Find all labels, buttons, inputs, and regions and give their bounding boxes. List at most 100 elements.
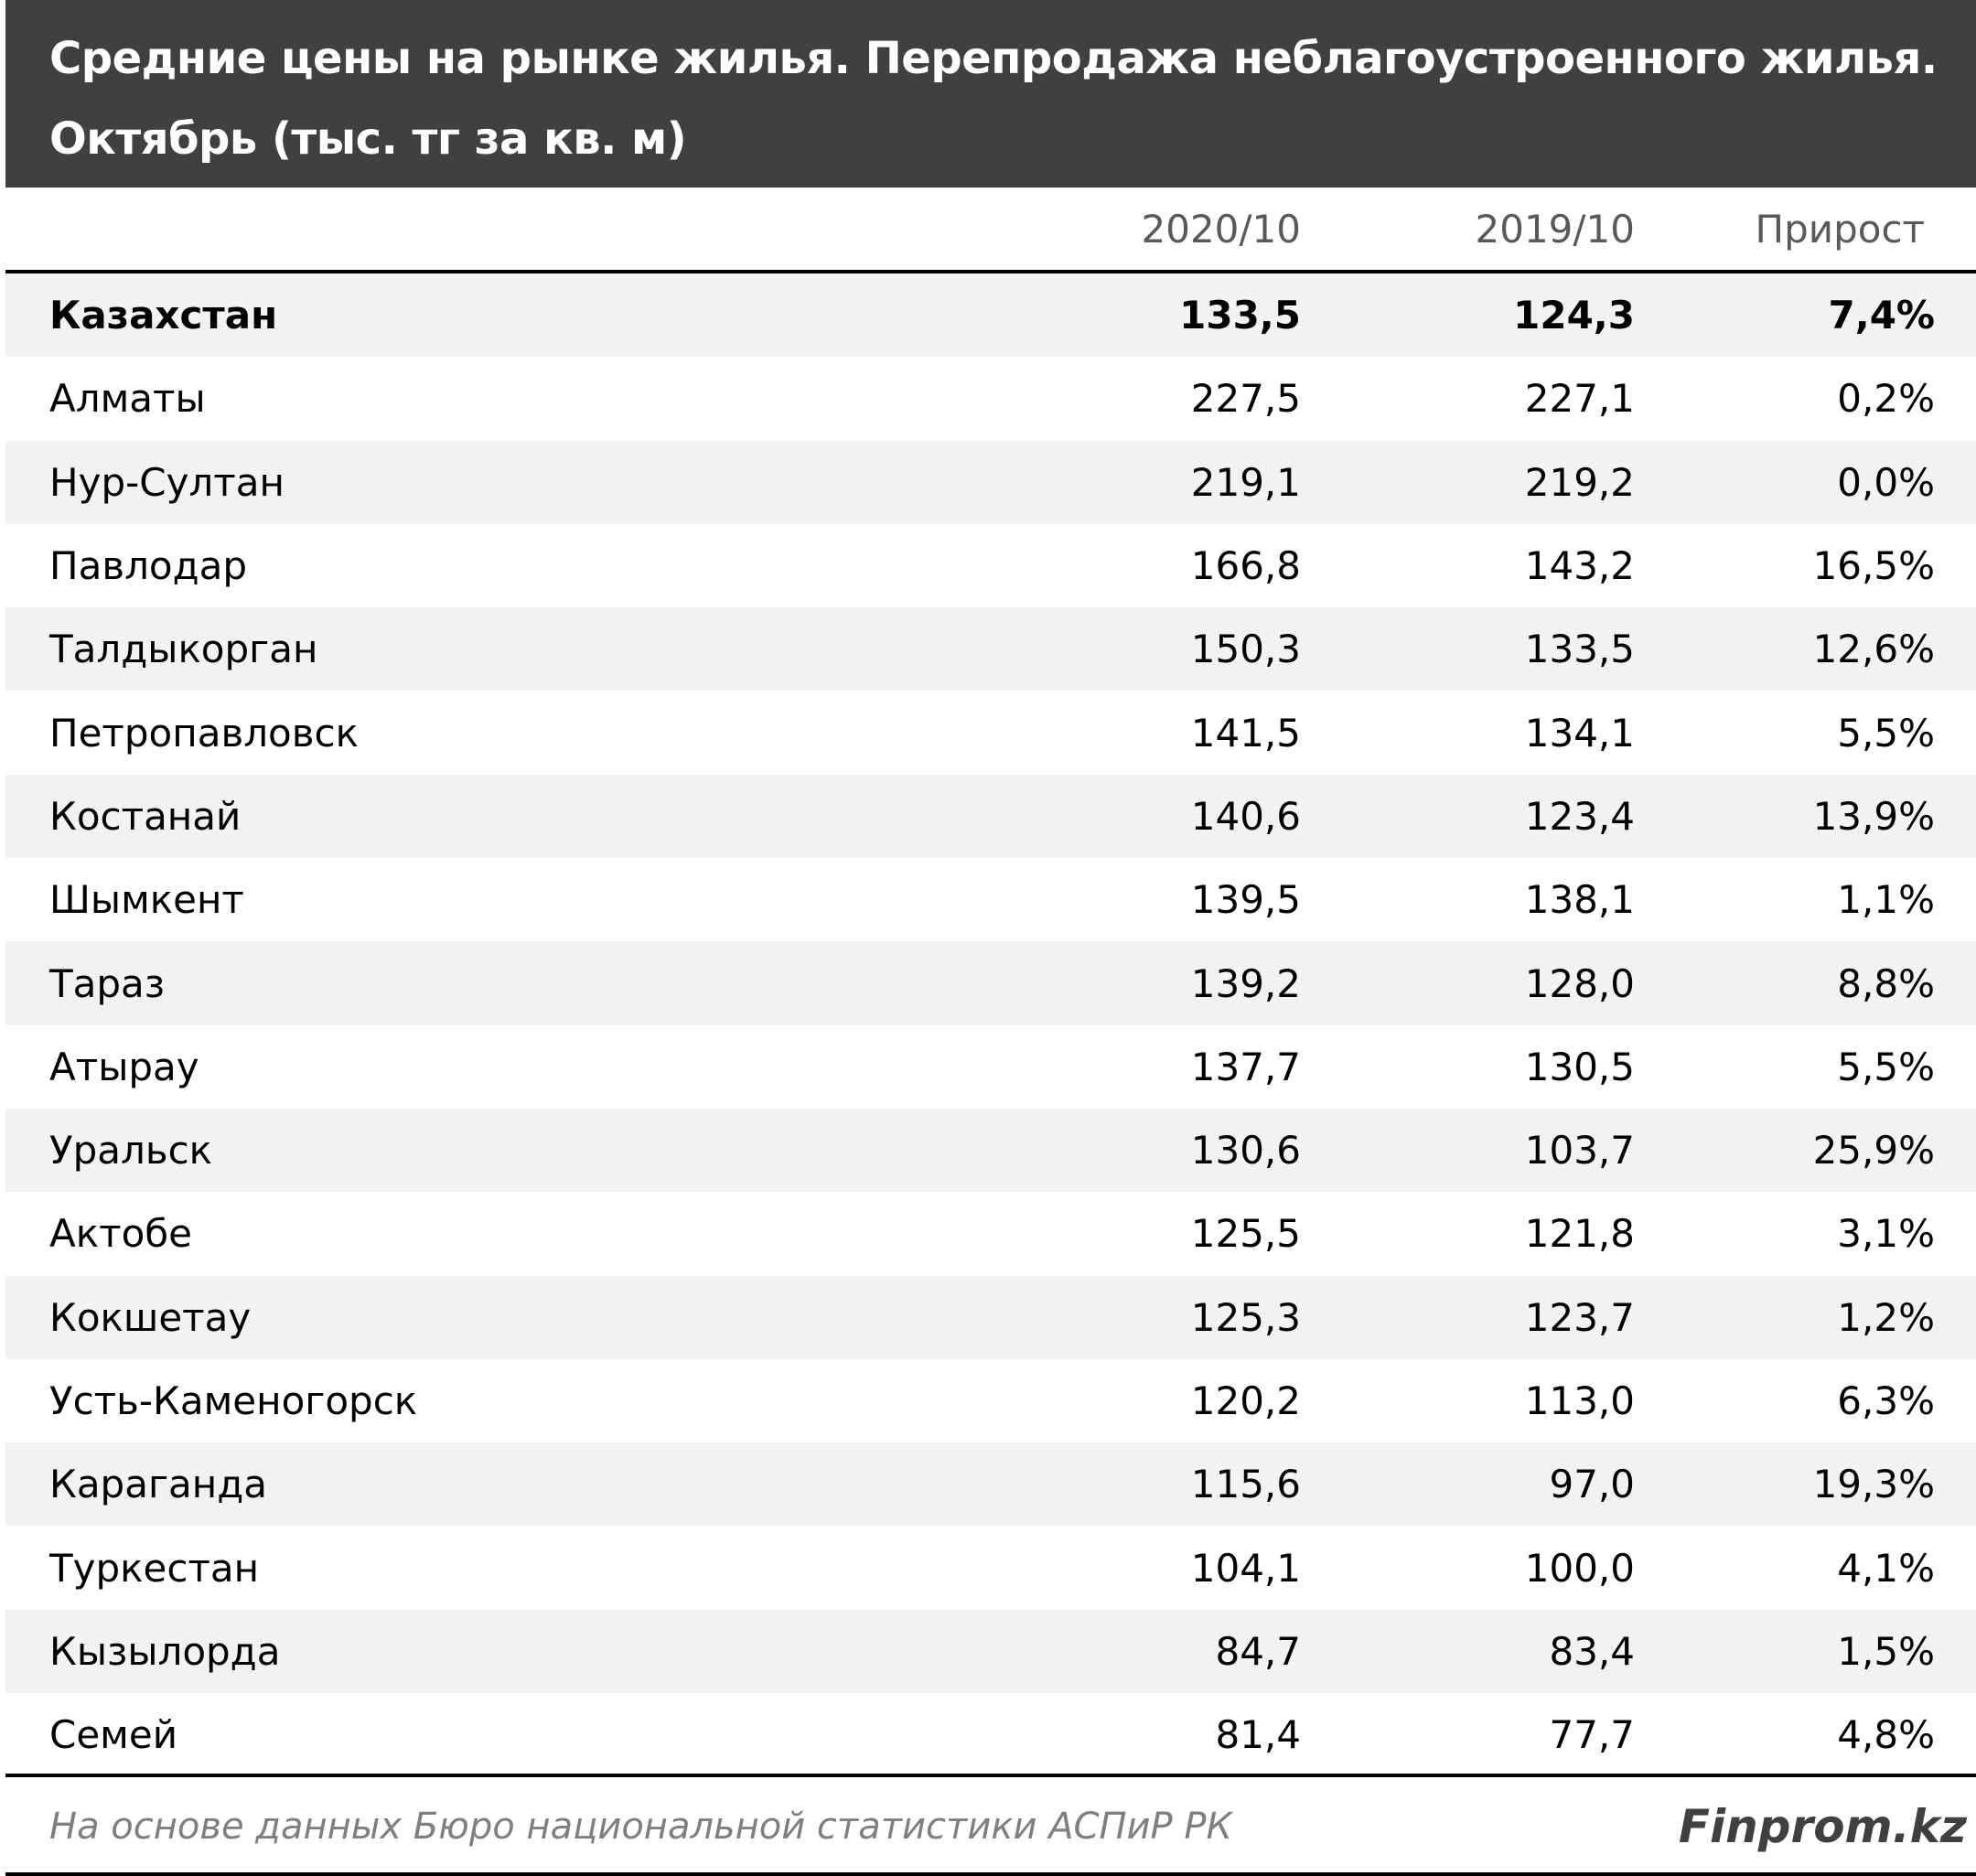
value-growth: 1,1% [1837,877,1935,923]
value-2019: 128,0 [1524,960,1635,1006]
value-growth: 1,5% [1837,1628,1935,1674]
value-2019: 113,0 [1524,1378,1635,1423]
table-row: Туркестан 104,1 100,0 4,1% [5,1526,1976,1609]
row-region: Казахстан [49,293,278,338]
table-header: 2020/10 2019/10 Прирост [5,188,1976,273]
table-row: Актобе 125,5 121,8 3,1% [5,1192,1976,1275]
value-2020: 84,7 [1215,1628,1301,1674]
header-growth: Прирост [1755,206,1925,252]
row-region: Кызылорда [49,1628,281,1674]
bottom-rule [5,1872,1976,1876]
value-2020: 141,5 [1190,710,1301,756]
value-growth: 13,9% [1812,793,1935,839]
source-note: На основе данных Бюро национальной стати… [49,1806,1232,1848]
header-2020: 2020/10 [1141,206,1301,252]
table-row: Атырау 137,7 130,5 5,5% [5,1025,1976,1109]
brand-logo: Finprom.kz [1678,1800,1967,1853]
value-2019: 219,2 [1524,459,1635,505]
value-2020: 219,1 [1190,459,1301,505]
chart-title: Средние цены на рынке жилья. Перепродажа… [49,33,1938,165]
value-growth: 12,6% [1812,627,1935,672]
value-2020: 139,5 [1190,877,1301,923]
row-region: Атырау [49,1044,199,1089]
value-2020: 150,3 [1190,627,1301,672]
value-growth: 4,1% [1837,1545,1935,1591]
value-growth: 25,9% [1812,1128,1935,1174]
value-growth: 5,5% [1837,1044,1935,1089]
footer: На основе данных Бюро национальной стати… [5,1774,1976,1876]
table-body: Казахстан 133,5 124,3 7,4% Алматы 227,5 227,1 0… [5,273,1976,1776]
row-region: Уральск [49,1128,213,1174]
table-row: Нур-Султан 219,1 219,2 0,0% [5,440,1976,524]
table-row: Талдыкорган 150,3 133,5 12,6% [5,607,1976,691]
value-2020: 166,8 [1190,543,1301,589]
row-region: Шымкент [49,877,244,923]
value-2019: 97,0 [1549,1462,1635,1507]
value-2020: 140,6 [1190,793,1301,839]
value-2020: 130,6 [1190,1128,1301,1174]
value-growth: 7,4% [1828,293,1935,338]
value-growth: 4,8% [1837,1712,1935,1758]
table-row: Усть-Каменогорск 120,2 113,0 6,3% [5,1359,1976,1442]
value-2019: 134,1 [1524,710,1635,756]
value-growth: 0,2% [1837,376,1935,422]
data-table: 2020/10 2019/10 Прирост Казахстан 133,5 12… [5,188,1976,1776]
table-row: Тараз 139,2 128,0 8,8% [5,941,1976,1025]
table-row: Кокшетау 125,3 123,7 1,2% [5,1275,1976,1359]
value-growth: 5,5% [1837,710,1935,756]
table-row: Шымкент 139,5 138,1 1,1% [5,858,1976,941]
value-2019: 121,8 [1524,1211,1635,1257]
table-row: Семей 81,4 77,7 4,8% [5,1693,1976,1776]
row-region: Петропавловск [49,710,359,756]
value-2020: 125,5 [1190,1211,1301,1257]
table-row: Казахстан 133,5 124,3 7,4% [5,273,1976,358]
value-growth: 6,3% [1837,1378,1935,1423]
value-2019: 138,1 [1524,877,1635,923]
value-2020: 139,2 [1190,960,1301,1006]
row-region: Нур-Султан [49,459,285,505]
value-growth: 0,0% [1837,459,1935,505]
value-2020: 120,2 [1190,1378,1301,1423]
table-row: Кызылорда 84,7 83,4 1,5% [5,1609,1976,1694]
value-2019: 124,3 [1513,293,1635,338]
value-2019: 77,7 [1549,1712,1635,1758]
value-2020: 125,3 [1190,1294,1301,1340]
value-2020: 104,1 [1190,1545,1301,1591]
title-bar: Средние цены на рынке жилья. Перепродажа… [5,0,1976,188]
value-2020: 115,6 [1190,1462,1301,1507]
row-region: Туркестан [49,1545,260,1591]
value-2020: 137,7 [1190,1044,1301,1089]
row-region: Актобе [49,1211,193,1257]
value-2020: 227,5 [1190,376,1301,422]
table-row: Караганда 115,6 97,0 19,3% [5,1442,1976,1527]
value-2019: 103,7 [1524,1128,1635,1174]
value-2019: 100,0 [1524,1545,1635,1591]
value-2019: 83,4 [1549,1628,1635,1674]
value-2019: 133,5 [1524,627,1635,672]
row-region: Усть-Каменогорск [49,1378,418,1423]
row-region: Тараз [49,960,166,1006]
row-region: Кокшетау [49,1294,252,1340]
table-row: Петропавловск 141,5 134,1 5,5% [5,691,1976,774]
value-2019: 227,1 [1524,376,1635,422]
table-row: Уральск 130,6 103,7 25,9% [5,1108,1976,1193]
row-region: Алматы [49,376,206,422]
header-2019: 2019/10 [1475,206,1635,252]
value-growth: 8,8% [1837,960,1935,1006]
value-2020: 133,5 [1179,293,1301,338]
value-2019: 130,5 [1524,1044,1635,1089]
table-row: Костанай 140,6 123,4 13,9% [5,774,1976,859]
table-row: Павлодар 166,8 143,2 16,5% [5,524,1976,607]
row-region: Караганда [49,1462,267,1507]
row-region: Семей [49,1712,177,1758]
row-region: Костанай [49,793,242,839]
row-region: Павлодар [49,543,248,589]
row-region: Талдыкорган [49,627,318,672]
value-2019: 143,2 [1524,543,1635,589]
value-2020: 81,4 [1215,1712,1301,1758]
table-row: Алматы 227,5 227,1 0,2% [5,357,1976,440]
value-growth: 19,3% [1812,1462,1935,1507]
value-2019: 123,7 [1524,1294,1635,1340]
value-growth: 1,2% [1837,1294,1935,1340]
